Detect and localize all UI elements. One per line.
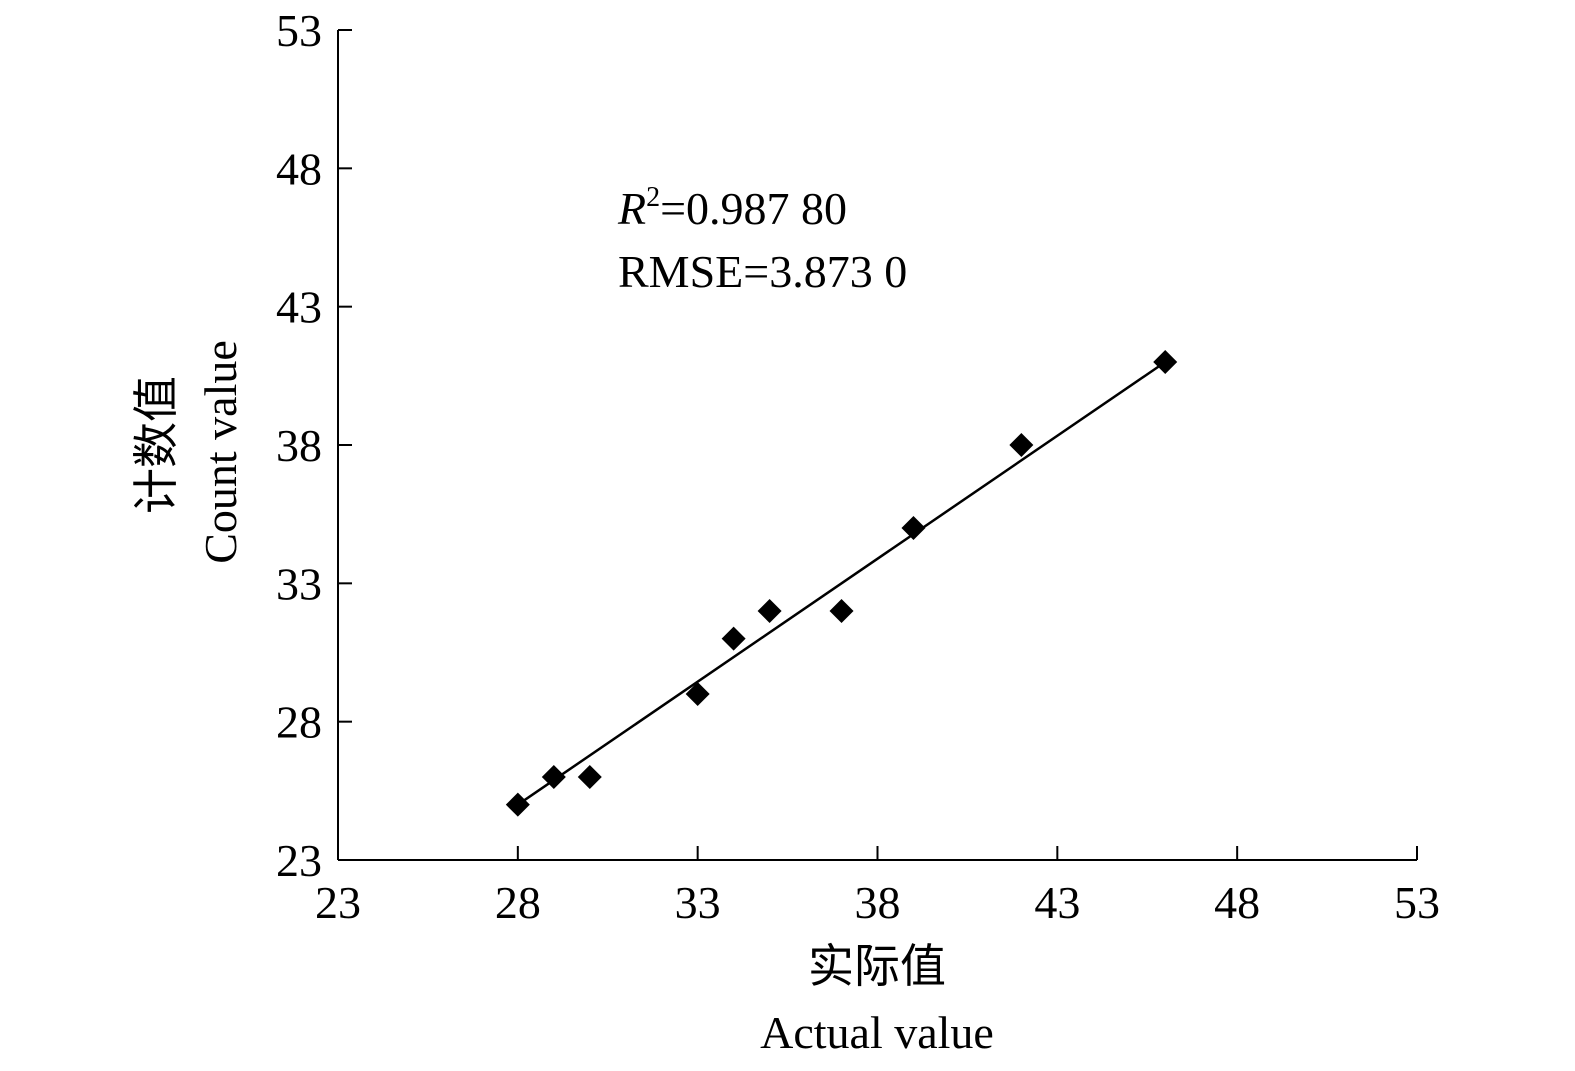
fit-line — [517, 360, 1166, 806]
data-point — [757, 599, 782, 623]
ticks: 23 28 33 38 43 48 53 23 28 33 38 43 48 53 — [276, 5, 1440, 928]
x-tick-label: 23 — [315, 877, 361, 928]
rmse-annotation: RMSE=3.873 0 — [618, 246, 907, 297]
r2-value: =0.987 80 — [660, 183, 847, 234]
data-point — [829, 599, 854, 623]
data-point — [541, 765, 566, 789]
x-tick-label: 28 — [495, 877, 541, 928]
r2-symbol: R — [617, 183, 646, 234]
axes — [337, 30, 1417, 861]
r2-annotation: R2=0.987 80 — [617, 182, 847, 234]
data-point — [577, 765, 602, 789]
y-tick-label: 38 — [276, 420, 322, 471]
y-axis-title-en: Count value — [195, 340, 246, 564]
fit-line-group — [517, 360, 1166, 806]
data-point — [1009, 433, 1034, 457]
x-tick-label: 33 — [675, 877, 721, 928]
y-tick-label: 48 — [276, 143, 322, 194]
data-point — [901, 516, 926, 540]
x-tick-label: 53 — [1394, 877, 1440, 928]
y-axis-title-cn: 计数值 — [131, 376, 182, 514]
x-axis-title-cn: 实际值 — [808, 941, 946, 992]
data-point — [721, 626, 746, 651]
r2-superscript: 2 — [646, 182, 660, 213]
data-point — [505, 792, 530, 817]
x-tick-label: 48 — [1214, 877, 1260, 928]
x-axis-title-en: Actual value — [760, 1007, 994, 1058]
y-tick-label: 53 — [276, 5, 322, 56]
data-points — [505, 350, 1178, 817]
data-point — [685, 682, 710, 706]
annotation: R2=0.987 80 RMSE=3.873 0 — [617, 182, 907, 297]
data-point — [1153, 350, 1178, 374]
y-tick-label: 33 — [276, 558, 322, 609]
y-tick-label: 43 — [276, 282, 322, 333]
y-tick-label: 23 — [276, 835, 322, 886]
x-tick-label: 43 — [1034, 877, 1080, 928]
x-tick-label: 38 — [855, 877, 901, 928]
y-tick-label: 28 — [276, 697, 322, 748]
